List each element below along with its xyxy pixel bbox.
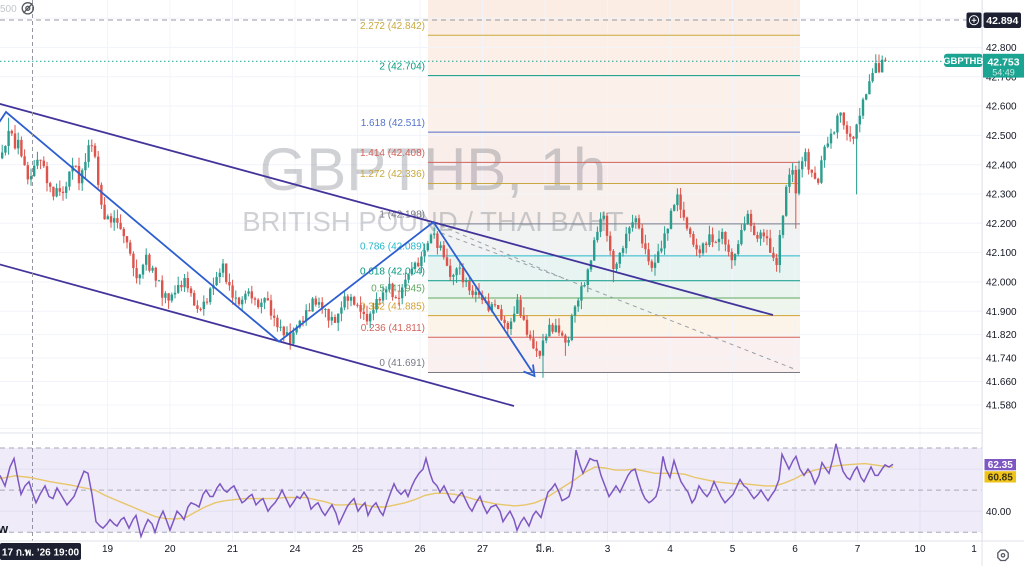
svg-text:GBPTHB: GBPTHB [943, 56, 983, 67]
svg-text:42.400: 42.400 [986, 160, 1017, 171]
svg-text:0.786 (42.089): 0.786 (42.089) [360, 242, 425, 253]
svg-text:42.300: 42.300 [986, 190, 1017, 201]
svg-text:19: 19 [102, 544, 114, 555]
svg-text:54:49: 54:49 [992, 68, 1015, 78]
svg-text:20: 20 [164, 544, 176, 555]
svg-text:7: 7 [855, 544, 861, 555]
svg-text:4: 4 [667, 544, 673, 555]
svg-text:500: 500 [0, 4, 17, 15]
svg-text:42.100: 42.100 [986, 248, 1017, 259]
svg-text:41.580: 41.580 [986, 401, 1017, 412]
svg-text:42.200: 42.200 [986, 219, 1017, 230]
svg-text:42.700: 42.700 [986, 73, 1017, 84]
svg-text:2.272 (42.842): 2.272 (42.842) [360, 21, 425, 32]
svg-text:42.000: 42.000 [986, 278, 1017, 289]
svg-text:17 ก.พ. ’26 19:00: 17 ก.พ. ’26 19:00 [2, 548, 80, 559]
svg-text:0.382 (41.885): 0.382 (41.885) [360, 301, 425, 312]
svg-text:42.500: 42.500 [986, 131, 1017, 142]
svg-text:1 (42.198): 1 (42.198) [379, 210, 425, 221]
svg-text:3: 3 [605, 544, 611, 555]
svg-text:41.740: 41.740 [986, 354, 1017, 365]
svg-text:41.660: 41.660 [986, 377, 1017, 388]
svg-text:62.35: 62.35 [988, 460, 1013, 471]
svg-text:0.5 (41.945): 0.5 (41.945) [371, 284, 425, 295]
svg-text:6: 6 [792, 544, 798, 555]
svg-text:26: 26 [414, 544, 426, 555]
svg-text:60.85: 60.85 [988, 472, 1013, 483]
svg-text:40.00: 40.00 [986, 507, 1011, 518]
svg-text:41.820: 41.820 [986, 330, 1017, 341]
svg-text:0.618 (42.004): 0.618 (42.004) [360, 266, 425, 277]
svg-text:0 (41.691): 0 (41.691) [379, 358, 425, 369]
svg-text:0.236 (41.811): 0.236 (41.811) [361, 323, 425, 334]
svg-text:42.600: 42.600 [986, 102, 1017, 113]
svg-text:มี.ค.: มี.ค. [536, 543, 555, 555]
svg-text:2 (42.704): 2 (42.704) [379, 61, 425, 72]
svg-text:w: w [0, 521, 9, 536]
svg-text:1.618 (42.511): 1.618 (42.511) [361, 118, 425, 129]
svg-text:27: 27 [477, 544, 489, 555]
svg-text:42.753: 42.753 [987, 56, 1019, 68]
svg-text:5: 5 [730, 544, 736, 555]
svg-text:1: 1 [971, 544, 977, 555]
svg-text:1.272 (42.336): 1.272 (42.336) [360, 169, 425, 180]
svg-text:41.900: 41.900 [986, 307, 1017, 318]
svg-text:GBPTHB, 1h: GBPTHB, 1h [260, 136, 607, 203]
svg-text:42.800: 42.800 [986, 43, 1017, 54]
svg-text:10: 10 [914, 544, 926, 555]
svg-text:42.894: 42.894 [986, 15, 1018, 27]
svg-text:25: 25 [352, 544, 364, 555]
svg-text:24: 24 [289, 544, 301, 555]
svg-text:1.414 (42.408): 1.414 (42.408) [360, 148, 425, 159]
svg-text:21: 21 [227, 544, 239, 555]
